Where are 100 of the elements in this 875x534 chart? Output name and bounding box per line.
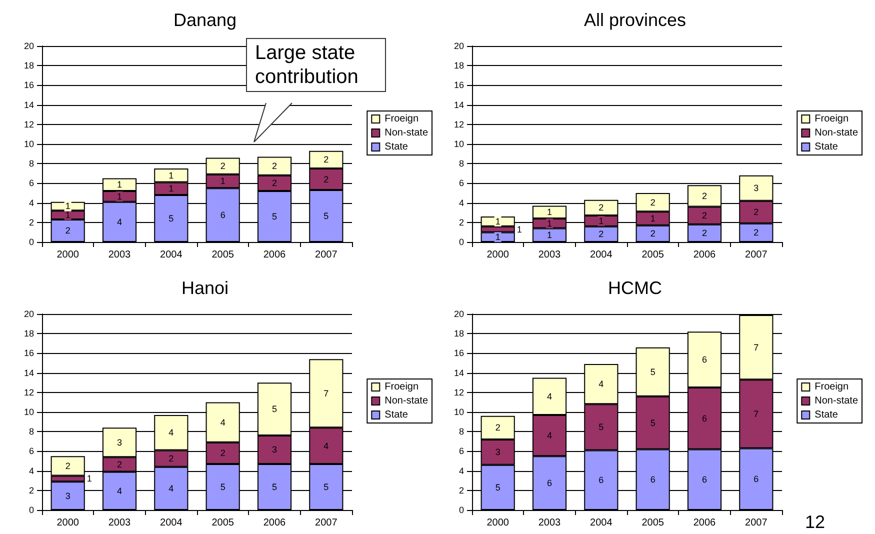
y-tick-label: 20 bbox=[454, 41, 464, 51]
chart-title: Hanoi bbox=[181, 278, 229, 298]
data-label: 2 bbox=[220, 448, 226, 458]
data-label: 5 bbox=[272, 482, 278, 492]
data-label: 6 bbox=[702, 354, 708, 365]
x-tick-label: 2000 bbox=[486, 250, 510, 260]
y-tick-label: 20 bbox=[454, 309, 464, 319]
y-tick-label: 12 bbox=[454, 387, 464, 398]
y-tick-label: 12 bbox=[454, 119, 464, 130]
x-tick-label: 2007 bbox=[745, 518, 768, 528]
speech-bubble: Large state contribution bbox=[246, 38, 386, 92]
chart-title: HCMC bbox=[608, 278, 662, 298]
data-label: 5 bbox=[272, 404, 278, 414]
data-label: 2 bbox=[168, 454, 174, 464]
data-label: 2 bbox=[754, 228, 759, 238]
y-tick-label: 10 bbox=[454, 407, 464, 417]
data-label: 5 bbox=[650, 418, 656, 428]
data-label: 4 bbox=[116, 486, 122, 496]
x-tick-label: 2004 bbox=[160, 250, 183, 260]
y-tick-label: 20 bbox=[24, 41, 34, 51]
data-label: 1 bbox=[598, 216, 604, 226]
y-tick-label: 6 bbox=[458, 446, 464, 456]
data-label: 1 bbox=[546, 207, 552, 218]
x-tick-label: 2004 bbox=[590, 518, 613, 528]
data-label: 1 bbox=[168, 170, 174, 180]
y-tick-label: 6 bbox=[28, 446, 34, 456]
data-label: 2 bbox=[65, 460, 70, 471]
data-label: 2 bbox=[324, 154, 329, 165]
x-tick-label: 2003 bbox=[108, 250, 132, 260]
data-label: 6 bbox=[702, 474, 708, 485]
data-label: 2 bbox=[650, 228, 656, 239]
data-label: 5 bbox=[324, 482, 329, 492]
data-label: 6 bbox=[702, 413, 708, 424]
y-tick-label: 4 bbox=[28, 198, 34, 208]
y-tick-label: 8 bbox=[458, 426, 464, 437]
data-label: 1 bbox=[116, 191, 122, 202]
data-label: 1 bbox=[495, 216, 500, 226]
y-tick-label: 14 bbox=[24, 100, 34, 110]
data-label: 2 bbox=[598, 229, 604, 240]
y-tick-label: 14 bbox=[454, 100, 464, 110]
y-tick-label: 0 bbox=[458, 505, 464, 515]
legend-label: State bbox=[384, 142, 408, 152]
data-label: 1 bbox=[220, 176, 226, 186]
y-tick-label: 4 bbox=[458, 198, 464, 208]
x-tick-label: 2006 bbox=[263, 250, 286, 260]
y-tick-label: 10 bbox=[24, 407, 34, 417]
y-tick-label: 18 bbox=[24, 328, 34, 339]
legend-label: Non-state bbox=[384, 128, 428, 138]
y-tick-label: 12 bbox=[24, 119, 34, 130]
x-tick-label: 2000 bbox=[56, 250, 80, 260]
data-label: 1 bbox=[650, 213, 656, 224]
data-label: 4 bbox=[546, 391, 552, 402]
data-label: 1 bbox=[495, 232, 500, 242]
y-tick-label: 2 bbox=[28, 217, 34, 228]
legend-label: Non-state bbox=[814, 128, 858, 138]
legend-label: State bbox=[384, 410, 408, 420]
legend-label: Non-state bbox=[384, 396, 428, 406]
data-label: 6 bbox=[546, 478, 552, 488]
data-label: 2 bbox=[702, 210, 708, 221]
x-tick-label: 2005 bbox=[212, 518, 234, 528]
data-label: 1 bbox=[86, 474, 92, 484]
legend-label: Froeign bbox=[384, 382, 419, 392]
data-label: 6 bbox=[754, 474, 759, 484]
x-tick-label: 2003 bbox=[538, 518, 562, 528]
data-label: 2 bbox=[495, 422, 500, 433]
y-tick-label: 10 bbox=[24, 139, 34, 149]
x-tick-label: 2006 bbox=[693, 518, 716, 528]
x-tick-label: 2006 bbox=[263, 518, 286, 528]
y-tick-label: 2 bbox=[28, 485, 34, 496]
data-label: 2 bbox=[272, 178, 278, 188]
x-tick-label: 2000 bbox=[56, 518, 80, 528]
data-label: 4 bbox=[168, 483, 174, 494]
data-label: 4 bbox=[546, 430, 552, 441]
data-label: 7 bbox=[754, 408, 759, 419]
x-tick-label: 2004 bbox=[160, 518, 183, 528]
y-tick-label: 0 bbox=[28, 505, 34, 515]
y-tick-label: 16 bbox=[24, 348, 34, 358]
x-tick-label: 2005 bbox=[212, 250, 234, 260]
y-tick-label: 18 bbox=[454, 328, 464, 339]
data-label: 2 bbox=[65, 226, 70, 236]
y-tick-label: 8 bbox=[28, 158, 34, 169]
data-label: 4 bbox=[116, 216, 122, 227]
data-label: 2 bbox=[324, 174, 329, 184]
legend-label: Non-state bbox=[814, 396, 858, 406]
data-label: 3 bbox=[65, 490, 70, 501]
data-label: 5 bbox=[598, 422, 604, 432]
legend-label: State bbox=[814, 410, 838, 420]
data-label: 4 bbox=[324, 440, 329, 451]
data-label: 1 bbox=[168, 184, 174, 194]
data-label: 3 bbox=[272, 444, 278, 455]
data-label: 6 bbox=[650, 474, 656, 485]
y-tick-label: 2 bbox=[458, 217, 464, 228]
x-tick-label: 2005 bbox=[642, 250, 664, 260]
data-label: 2 bbox=[754, 207, 759, 218]
y-tick-label: 18 bbox=[24, 60, 34, 71]
y-tick-label: 0 bbox=[28, 237, 34, 247]
legend-label: State bbox=[814, 142, 838, 152]
data-label: 1 bbox=[516, 224, 522, 234]
x-tick-label: 2006 bbox=[693, 250, 716, 260]
data-label: 6 bbox=[220, 210, 226, 220]
